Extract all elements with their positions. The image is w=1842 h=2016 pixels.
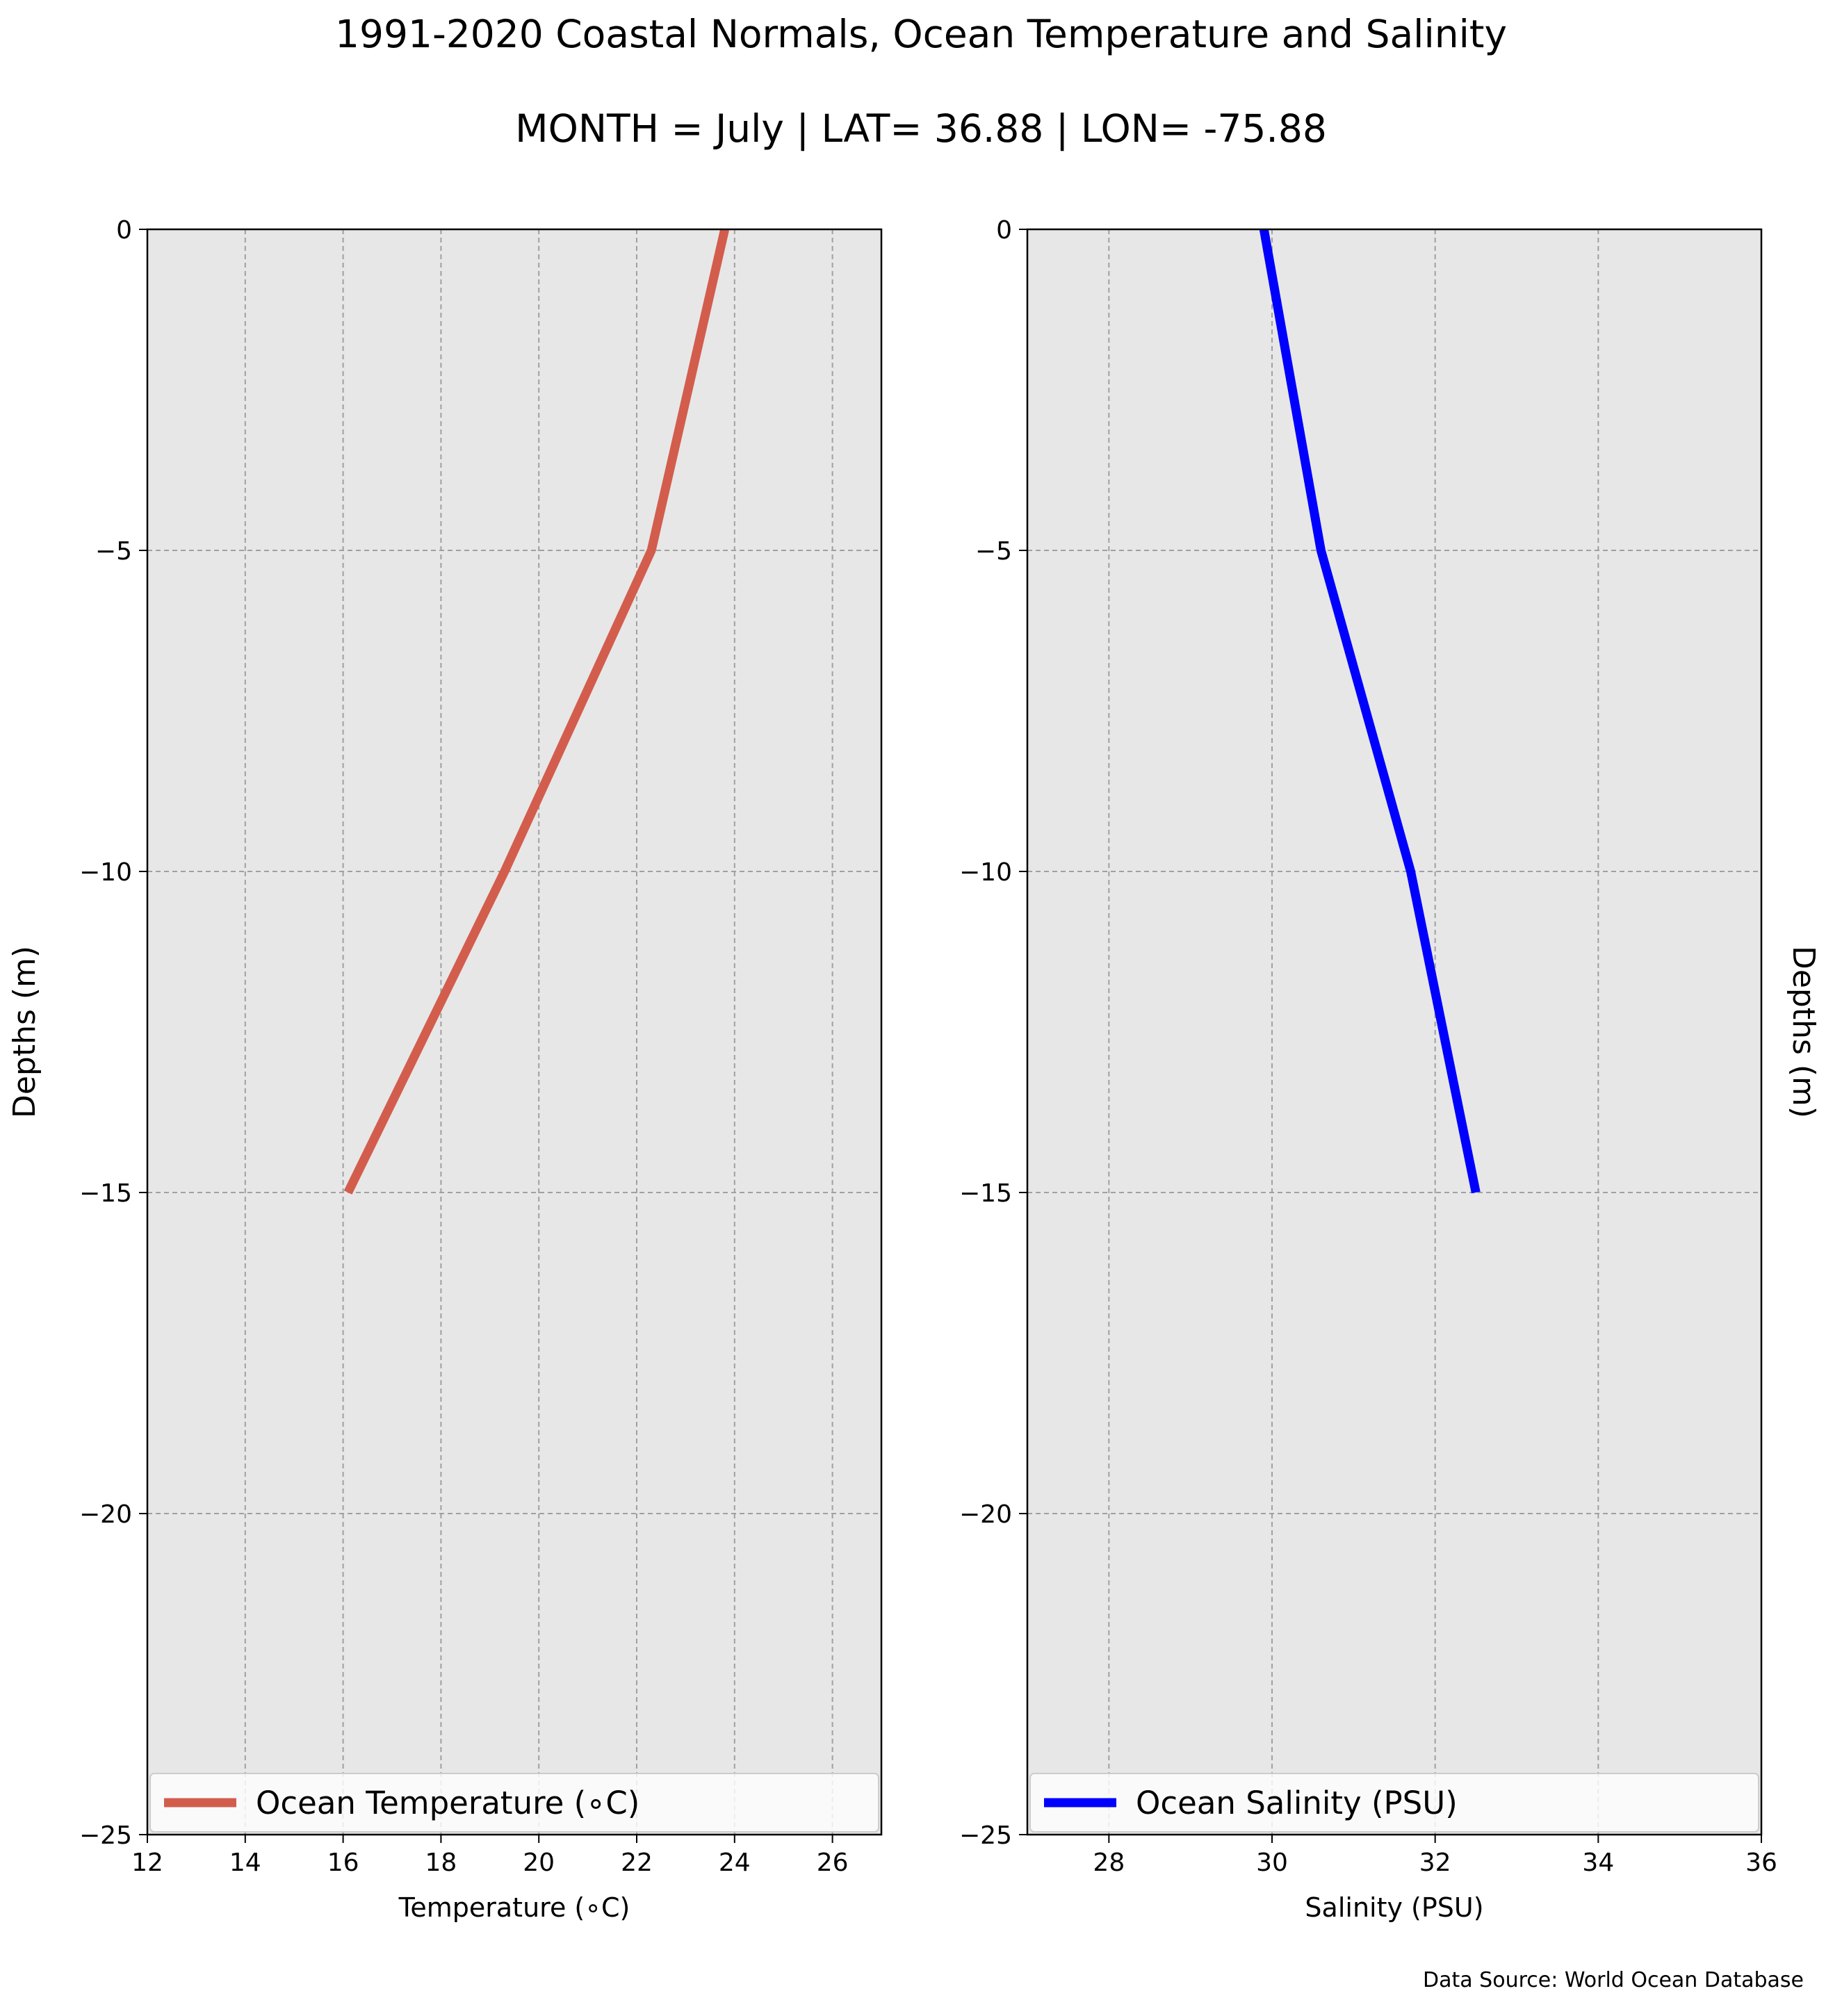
y-tick-label: −15 bbox=[79, 1179, 132, 1208]
x-tick-label: 34 bbox=[1582, 1849, 1614, 1877]
x-axis-label: Temperature (∘C) bbox=[398, 1892, 630, 1923]
x-tick-label: 14 bbox=[229, 1849, 261, 1877]
figure-subtitle: MONTH = July | LAT= 36.88 | LON= -75.88 bbox=[515, 106, 1327, 151]
y-tick-label: −10 bbox=[79, 858, 132, 887]
plot-area bbox=[147, 229, 881, 1835]
x-tick-label: 32 bbox=[1419, 1849, 1451, 1877]
figure-title: 1991-2020 Coastal Normals, Ocean Tempera… bbox=[334, 12, 1507, 56]
y-tick-label: 0 bbox=[116, 216, 132, 245]
legend-label: Ocean Salinity (PSU) bbox=[1136, 1785, 1458, 1821]
legend-box bbox=[1029, 1773, 1759, 1833]
y-tick-label: 0 bbox=[996, 216, 1012, 245]
y-tick-label: −10 bbox=[959, 858, 1012, 887]
series-line bbox=[343, 228, 730, 1195]
x-tick-label: 36 bbox=[1745, 1849, 1777, 1877]
series-line bbox=[1259, 228, 1481, 1194]
temperature-panel: Ocean Temperature (∘C) 12 14 16 18 20 22 24 26 0 −… bbox=[7, 216, 883, 1923]
y-tick-label: −20 bbox=[79, 1500, 132, 1529]
plot-frame bbox=[1026, 228, 1763, 1836]
y-tick-label: −25 bbox=[79, 1821, 132, 1850]
y-tick-label: −5 bbox=[95, 537, 132, 566]
x-tick-label: 18 bbox=[425, 1849, 457, 1877]
x-tick-label: 28 bbox=[1093, 1849, 1125, 1877]
y-tick-label: −15 bbox=[959, 1179, 1012, 1208]
y-tick-label: −25 bbox=[959, 1821, 1012, 1850]
x-tick-label: 16 bbox=[327, 1849, 359, 1877]
salinity-panel: Ocean Salinity (PSU) 28 30 32 34 36 0 −5 −10 −15 −… bbox=[959, 216, 1821, 1923]
x-tick-label: 30 bbox=[1256, 1849, 1288, 1877]
y-tick-label: −5 bbox=[975, 537, 1012, 566]
x-tick-label: 26 bbox=[817, 1849, 849, 1877]
legend-box bbox=[149, 1773, 879, 1833]
y-axis-label: Depths (m) bbox=[7, 946, 42, 1118]
x-tick-label: 22 bbox=[621, 1849, 653, 1877]
plot-area bbox=[1027, 229, 1761, 1835]
x-tick-label: 24 bbox=[719, 1849, 751, 1877]
data-source-note: Data Source: World Ocean Database bbox=[1423, 1968, 1804, 1992]
plot-frame bbox=[146, 228, 883, 1836]
legend-label: Ocean Temperature (∘C) bbox=[256, 1785, 639, 1821]
x-tick-label: 20 bbox=[523, 1849, 555, 1877]
y-axis-label: Depths (m) bbox=[1786, 946, 1821, 1118]
x-tick-label: 12 bbox=[131, 1849, 163, 1877]
x-axis-label: Salinity (PSU) bbox=[1305, 1892, 1483, 1923]
y-tick-label: −20 bbox=[959, 1500, 1012, 1529]
